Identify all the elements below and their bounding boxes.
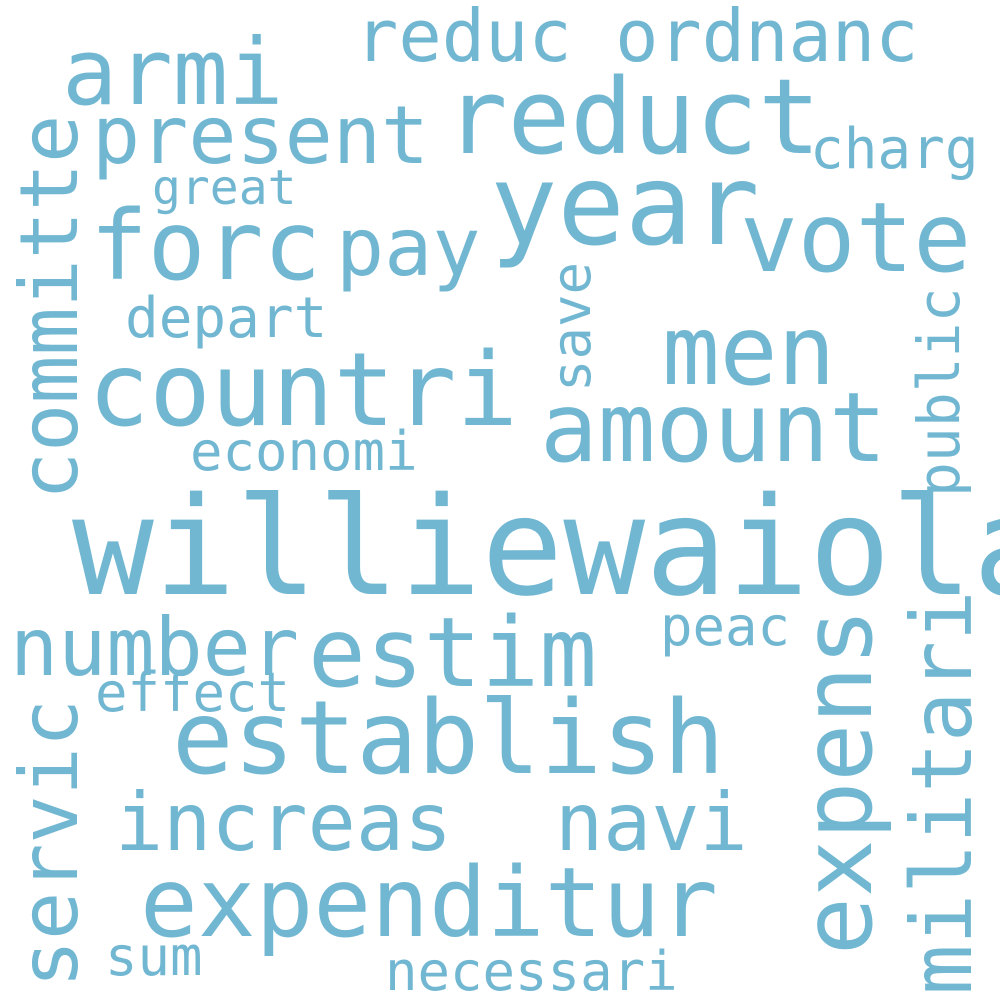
word-estim: estim bbox=[308, 597, 597, 709]
word-militari: militari bbox=[893, 590, 991, 995]
word-navi: navi bbox=[555, 776, 748, 869]
word-increas: increas bbox=[115, 776, 453, 869]
word-armi: armi bbox=[62, 19, 284, 126]
word-depart: depart bbox=[125, 286, 328, 351]
word-effect: effect bbox=[95, 661, 291, 724]
word-expenditur: expenditur bbox=[140, 847, 718, 959]
word-number: number bbox=[10, 601, 299, 694]
word-forc: forc bbox=[90, 190, 322, 302]
word-williewaiola: williewaiola bbox=[72, 469, 1000, 627]
word-committe: committe bbox=[3, 114, 96, 500]
word-public: public bbox=[905, 287, 973, 497]
word-present: present bbox=[92, 89, 430, 182]
word-sum: sum bbox=[105, 925, 203, 988]
word-reduc-ordnanc: reduc ordnanc bbox=[355, 0, 919, 78]
word-charg: charg bbox=[810, 117, 979, 182]
word-year: year bbox=[490, 141, 760, 271]
word-men: men bbox=[662, 295, 836, 407]
word-countri: countri bbox=[88, 331, 518, 450]
word-servic: servic bbox=[3, 699, 96, 988]
word-economi: economi bbox=[190, 420, 418, 483]
word-establish: establish bbox=[172, 679, 725, 798]
word-amount: amount bbox=[540, 372, 887, 484]
word-reduct: reduct bbox=[445, 56, 821, 178]
word-vote: vote bbox=[740, 182, 972, 294]
word-save: save bbox=[540, 261, 603, 392]
word-necessari: necessari bbox=[385, 940, 678, 1000]
word-pay: pay bbox=[336, 201, 481, 294]
word-peac: peac bbox=[660, 595, 791, 658]
word-expens: expens bbox=[782, 608, 894, 955]
word-great: great bbox=[152, 160, 297, 216]
